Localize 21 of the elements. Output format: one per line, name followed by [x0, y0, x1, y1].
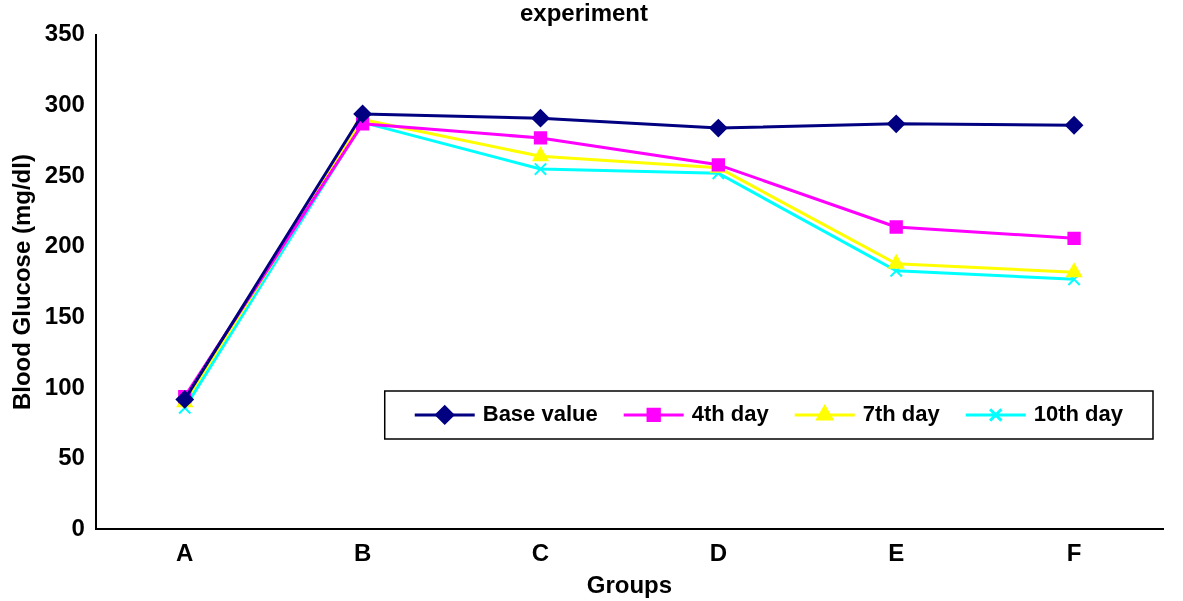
x-axis-title: Groups: [586, 571, 673, 599]
y-tick-label: 250: [44, 160, 85, 188]
y-tick-label: 200: [44, 231, 85, 259]
legend-label: 4th day: [691, 400, 770, 426]
legend-label: 10th day: [1033, 400, 1124, 426]
y-tick-label: 150: [44, 302, 85, 330]
y-tick-label: 350: [44, 19, 85, 47]
chart-title: experiment: [519, 0, 649, 27]
y-tick-label: 0: [71, 514, 85, 542]
x-tick-label: F: [1066, 539, 1082, 567]
x-tick-label: B: [353, 539, 372, 567]
x-tick-label: C: [531, 539, 550, 567]
legend-label: 7th day: [862, 400, 941, 426]
y-tick-label: 100: [44, 372, 85, 400]
y-axis-title: Blood Glucose (mg/dl): [8, 154, 36, 411]
legend-label: Base value: [482, 400, 598, 426]
y-tick-label: 300: [44, 90, 85, 118]
x-tick-label: D: [709, 539, 728, 567]
x-tick-label: E: [888, 539, 905, 567]
x-tick-label: A: [176, 539, 194, 567]
y-tick-label: 50: [58, 443, 85, 471]
